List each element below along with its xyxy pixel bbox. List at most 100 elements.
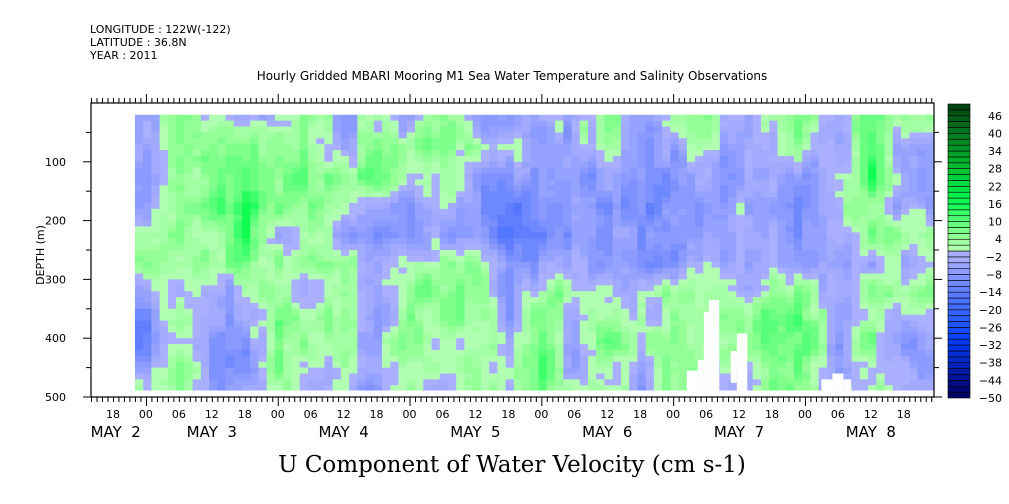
heatmap-cell (505, 267, 515, 275)
heatmap-cell (917, 120, 927, 128)
heatmap-cell (810, 202, 820, 210)
heatmap-cell (447, 279, 457, 286)
heatmap-cell (283, 332, 293, 339)
heatmap-cell (563, 179, 573, 186)
heatmap-cell (744, 373, 754, 380)
heatmap-cell (901, 314, 910, 322)
heatmap-cell (901, 338, 910, 345)
heatmap-cell (686, 197, 696, 204)
heatmap-cell (884, 285, 894, 292)
heatmap-cell (925, 279, 935, 286)
heatmap-cell (777, 320, 787, 328)
heatmap-cell (316, 320, 326, 328)
heatmap-cell (250, 161, 260, 169)
heatmap-cell (464, 250, 474, 257)
heatmap-cell (266, 344, 276, 351)
heatmap-cell (612, 367, 622, 375)
heatmap-cell (917, 214, 927, 222)
heatmap-cell (744, 349, 754, 357)
heatmap-cell (357, 214, 367, 222)
heatmap-cell (489, 273, 498, 280)
heatmap-cell (777, 208, 787, 216)
heatmap-cell (349, 250, 358, 257)
heatmap-cell (151, 361, 161, 369)
heatmap-cell (143, 167, 153, 175)
heatmap-cell (398, 273, 408, 280)
heatmap-cell (571, 238, 581, 245)
heatmap-cell (925, 126, 935, 133)
heatmap-cell (242, 344, 251, 351)
heatmap-cell (530, 285, 540, 292)
heatmap-cell (200, 197, 210, 204)
heatmap-cell (143, 238, 153, 245)
heatmap-cell (472, 385, 482, 391)
heatmap-cell (909, 279, 919, 286)
heatmap-cell (365, 291, 375, 298)
heatmap-cell (571, 338, 581, 345)
heatmap-cell (242, 302, 251, 310)
heatmap-cell (489, 126, 498, 133)
heatmap-cell (909, 326, 919, 333)
heatmap-cell (868, 332, 877, 339)
heatmap-cell (761, 320, 770, 328)
heatmap-cell (530, 332, 540, 339)
heatmap-cell (299, 332, 309, 339)
heatmap-cell (604, 214, 614, 222)
heatmap-cell (884, 361, 894, 369)
heatmap-cell (299, 167, 309, 175)
heatmap-cell (892, 167, 902, 175)
heatmap-cell (884, 255, 894, 263)
heatmap-cell (274, 114, 284, 122)
heatmap-cell (134, 255, 144, 263)
heatmap-cell (373, 344, 383, 351)
heatmap-cell (645, 302, 655, 310)
heatmap-cell (233, 273, 243, 280)
heatmap-cell (579, 179, 589, 186)
heatmap-cell (728, 267, 737, 275)
heatmap-cell (480, 197, 490, 204)
heatmap-cell (299, 144, 309, 151)
heatmap-cell (167, 138, 177, 145)
heatmap-cell (176, 379, 185, 386)
heatmap-cell (307, 214, 317, 222)
heatmap-cell (340, 320, 350, 328)
heatmap-cell (653, 144, 663, 151)
heatmap-cell (250, 197, 260, 204)
heatmap-cell (769, 338, 779, 345)
heatmap-cell (604, 332, 614, 339)
heatmap-cell (571, 214, 581, 222)
heatmap-cell (868, 120, 877, 128)
heatmap-cell (398, 197, 408, 204)
heatmap-cell (761, 273, 770, 280)
heatmap-cell (761, 349, 770, 357)
heatmap-cell (522, 302, 531, 310)
heatmap-cell (489, 197, 498, 204)
heatmap-cell (382, 320, 391, 328)
heatmap-cell (406, 267, 416, 275)
heatmap-cell (373, 191, 383, 198)
heatmap-cell (769, 308, 779, 316)
heatmap-cell (711, 214, 721, 222)
heatmap-cell (184, 361, 194, 369)
heatmap-cell (703, 273, 713, 280)
heatmap-cell (382, 373, 391, 380)
heatmap-cell (283, 338, 293, 345)
heatmap-cell (283, 202, 293, 210)
colorbar-band (947, 168, 971, 175)
heatmap-cell (225, 361, 235, 369)
heatmap-cell (489, 179, 498, 186)
heatmap-cell (810, 126, 820, 133)
heatmap-cell (250, 173, 260, 181)
heatmap-cell (555, 214, 564, 222)
heatmap-cell (357, 144, 367, 151)
heatmap-cell (332, 244, 342, 251)
heatmap-cell (159, 232, 169, 239)
heatmap-cell (456, 185, 466, 192)
heatmap-cell (513, 361, 523, 369)
heatmap-cell (752, 220, 762, 228)
heatmap-cell (489, 385, 498, 391)
heatmap-cell (373, 179, 383, 186)
heatmap-cell (719, 291, 729, 298)
heatmap-cell (802, 208, 812, 216)
heatmap-cell (373, 114, 383, 122)
